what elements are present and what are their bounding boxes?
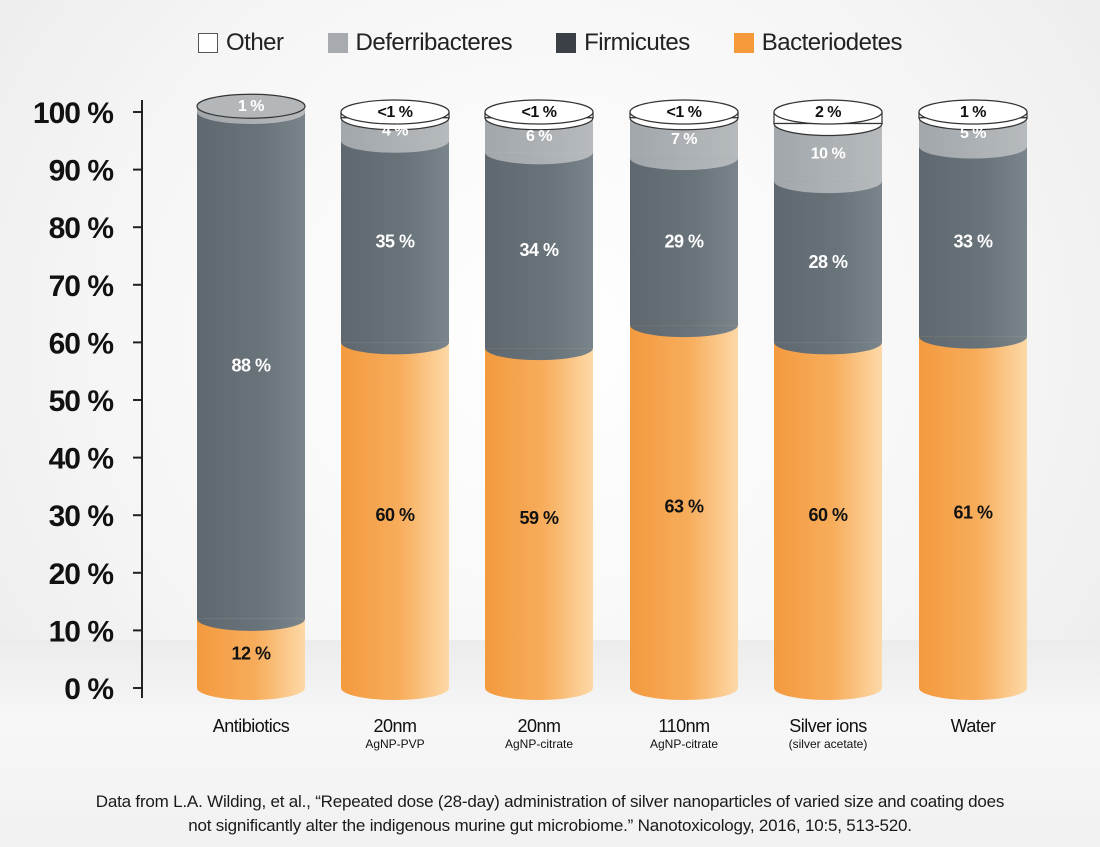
data-label: 88 % xyxy=(231,355,271,375)
segment-edge xyxy=(341,140,449,153)
y-tick-label: 60 % xyxy=(49,327,114,360)
bar-1: 60 % 35 % 4 %<1 % xyxy=(340,99,450,700)
data-label: 6 % xyxy=(526,128,552,145)
segment-edge xyxy=(773,122,883,137)
legend-item-other: Other xyxy=(197,29,284,57)
x-tick-sublabel: (silver acetate) xyxy=(789,737,868,751)
x-tick-label: Silver ions xyxy=(789,716,867,736)
x-tick-sublabel: AgNP-citrate xyxy=(505,737,573,751)
bar-segment-firmicutes xyxy=(197,112,305,619)
data-label: 60 % xyxy=(375,505,415,525)
bar-segment-bacteriodetes xyxy=(774,342,882,688)
data-label: 12 % xyxy=(231,643,271,663)
segment-edge xyxy=(774,181,882,194)
bar-segment-firmicutes xyxy=(919,146,1027,337)
bar-segment-firmicutes xyxy=(630,158,738,326)
data-label: 59 % xyxy=(519,508,559,528)
data-label: 7 % xyxy=(671,131,697,148)
data-label: <1 % xyxy=(522,104,557,121)
legend-item-deferribacteres: Deferribacteres xyxy=(327,29,513,57)
legend-item-bacteriodetes: Bacteriodetes xyxy=(733,29,903,57)
data-label: 61 % xyxy=(953,502,993,522)
x-tick-sublabel: AgNP-PVP xyxy=(365,737,424,751)
bar-top-cap xyxy=(773,99,883,125)
legend-swatch-deferribacteres xyxy=(327,33,348,53)
bar-top-cap xyxy=(484,99,594,125)
bar-top-cap xyxy=(629,99,739,125)
legend-label-other: Other xyxy=(225,29,284,56)
bar-top-cap xyxy=(196,93,306,119)
data-label: 28 % xyxy=(808,252,848,272)
legend-item-firmicutes: Firmicutes xyxy=(556,29,690,57)
legend-swatch-firmicutes xyxy=(556,33,577,53)
x-tick-label: Water xyxy=(951,716,996,736)
bar-segment-firmicutes xyxy=(774,181,882,343)
data-label: 60 % xyxy=(808,505,848,525)
source-line-2: not significantly alter the indigenous m… xyxy=(188,816,912,835)
bar-segment-bacteriodetes xyxy=(341,342,449,688)
segment-edge xyxy=(919,146,1027,159)
bar-segment-bacteriodetes xyxy=(630,325,738,688)
chart-legend: Other Deferribacteres Firmicutes Bacteri… xyxy=(0,26,1100,60)
segment-edge xyxy=(197,618,305,631)
y-tick-label: 90 % xyxy=(49,155,114,188)
legend-swatch-bacteriodetes xyxy=(733,33,754,53)
x-tick-sublabel: AgNP-citrate xyxy=(650,737,718,751)
bar-3: 63 % 29 % 7 % <1 % xyxy=(629,99,739,700)
y-tick-label: 20 % xyxy=(49,558,114,591)
data-label: 10 % xyxy=(811,145,846,162)
bar-segment-bacteriodetes xyxy=(485,348,593,688)
segment-edge xyxy=(630,325,738,338)
segment-edge xyxy=(774,342,882,355)
y-tick-label: 0 % xyxy=(64,673,113,706)
legend-swatch-other xyxy=(197,33,218,53)
bar-5: 61 % 33 % 5 % 1 % xyxy=(918,99,1028,700)
data-label: <1 % xyxy=(378,104,413,121)
data-label: 63 % xyxy=(664,497,704,517)
x-axis-labels: Antibiotics 20nmAgNP-PVP20nmAgNP-citrate1… xyxy=(213,716,997,751)
bar-top-cap xyxy=(340,99,450,125)
x-tick-label: 20nm xyxy=(373,716,416,736)
segment-edge xyxy=(485,348,593,361)
bars: 12 %88 %1 %60 %35 %4 %<1 %59 %34 %6 %<1 … xyxy=(196,93,1028,700)
y-tick-label: 40 % xyxy=(49,443,114,476)
segment-edge xyxy=(341,342,449,355)
segment-edge xyxy=(485,152,593,165)
y-tick-label: 100 % xyxy=(33,97,113,130)
data-label: 29 % xyxy=(664,232,704,252)
x-tick-label: 20nm xyxy=(517,716,560,736)
y-axis: 0 % 10 % 20 % 30 % 40 % 50 % 60 % 70 % 80 % 90 % 1… xyxy=(33,97,143,706)
source-citation: Data from L.A. Wilding, et al., “Repeate… xyxy=(0,790,1100,838)
legend-label-firmicutes: Firmicutes xyxy=(584,29,690,56)
source-line-1: Data from L.A. Wilding, et al., “Repeate… xyxy=(95,792,1005,811)
data-label: 34 % xyxy=(519,240,559,260)
data-label: 2 % xyxy=(815,104,841,121)
y-tick-label: 30 % xyxy=(49,500,114,533)
y-tick-label: 80 % xyxy=(49,212,114,245)
bar-4: 60 % 28 % 10 % 2 % xyxy=(773,99,883,700)
bar-top-cap xyxy=(918,99,1028,125)
data-label: 4 % xyxy=(382,122,408,139)
x-tick-label: Antibiotics xyxy=(213,716,290,736)
data-label: 35 % xyxy=(375,232,415,252)
bar-segment-firmicutes xyxy=(485,152,593,349)
bar-segment-firmicutes xyxy=(341,140,449,343)
data-label: 5 % xyxy=(960,125,986,142)
y-tick-label: 10 % xyxy=(49,615,114,648)
segment-edge xyxy=(630,158,738,171)
y-tick-label: 50 % xyxy=(49,385,114,418)
legend-label-bacteriodetes: Bacteriodetes xyxy=(761,29,903,56)
bar-segment-bacteriodetes xyxy=(919,336,1027,688)
data-label: 1 % xyxy=(238,98,264,115)
legend-label-deferribacteres: Deferribacteres xyxy=(355,29,513,56)
bar-2: 59 % 34 % 6 % <1 % xyxy=(484,99,594,700)
x-tick-label: 110nm xyxy=(658,716,709,736)
data-label: 33 % xyxy=(953,232,993,252)
data-label: 1 % xyxy=(960,104,986,121)
data-label: <1 % xyxy=(667,104,702,121)
y-tick-label: 70 % xyxy=(49,270,114,303)
stacked-bar-chart: 0 % 10 % 20 % 30 % 40 % 50 % 60 % 70 % 80 % 90 % 1… xyxy=(33,93,1028,751)
segment-edge xyxy=(919,336,1027,349)
bar-0: 12 % 88 % 1 % xyxy=(196,93,306,700)
